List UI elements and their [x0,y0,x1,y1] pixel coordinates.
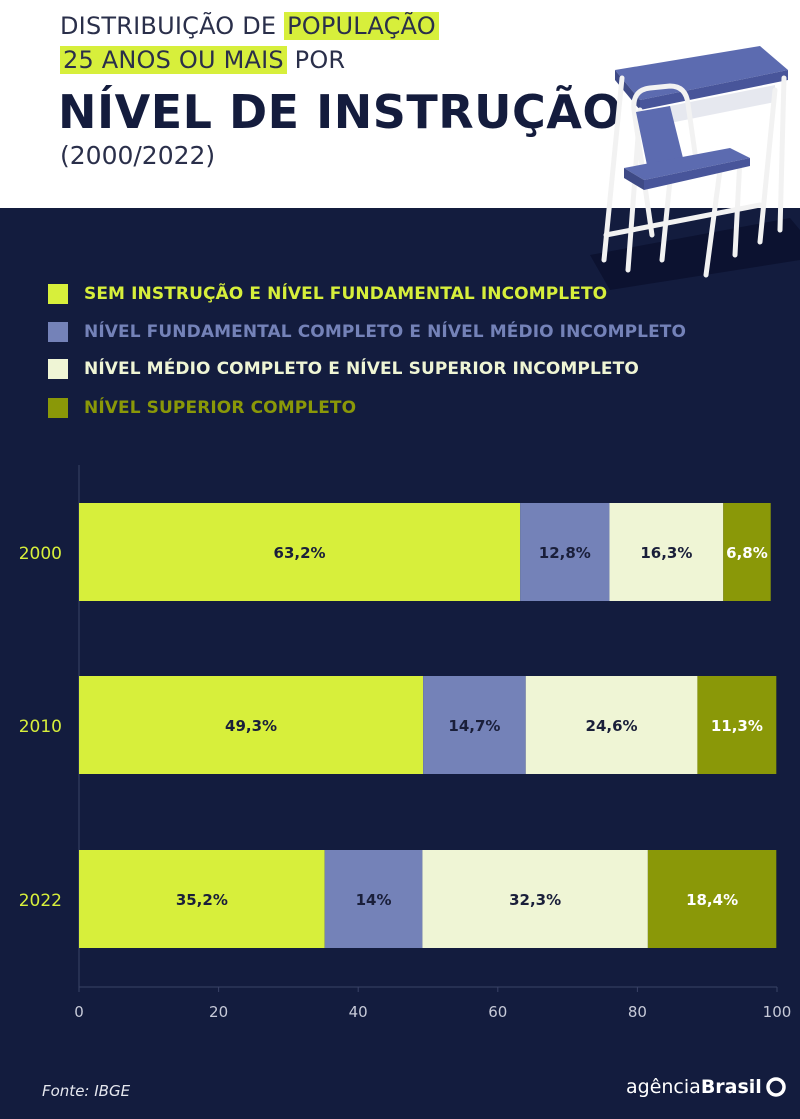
x-tick-label-20: 20 [209,1003,228,1021]
bar-2000-series-4 [723,503,771,601]
bar-2022-series-2 [324,850,423,948]
legend-label-4: NÍVEL SUPERIOR COMPLETO [84,398,357,418]
brand-circle-icon [766,1077,786,1097]
bar-2000-series-1 [79,503,521,601]
legend-item-1: SEM INSTRUÇÃO E NÍVEL FUNDAMENTAL INCOMP… [48,280,607,308]
legend-swatch-4 [48,398,68,418]
data-label-2022-series-3: 32,3% [509,891,561,909]
data-label-2022-series-4: 18,4% [686,891,738,909]
legend-swatch-1 [48,284,68,304]
bar-2010-series-2 [423,676,526,774]
x-tick-label-0: 0 [74,1003,84,1021]
agencia-brasil-logo: agência Brasil [626,1076,787,1098]
school-desk-illustration [590,46,800,290]
legend-item-2: NÍVEL FUNDAMENTAL COMPLETO E NÍVEL MÉDIO… [48,318,686,346]
title-line-2: 25 ANOS OU MAIS POR [60,44,345,76]
x-tick-label-40: 40 [349,1003,368,1021]
data-label-2000-series-3: 16,3% [640,544,692,562]
category-label-2000: 2000 [19,544,62,564]
title-highlight-age: 25 ANOS OU MAIS [60,46,287,74]
bar-2022-series-1 [79,850,325,948]
legend-item-4: NÍVEL SUPERIOR COMPLETO [48,394,356,422]
x-tick-label-60: 60 [488,1003,507,1021]
category-label-2022: 2022 [19,891,62,911]
x-tick-label-80: 80 [628,1003,647,1021]
title-highlight-population: POPULAÇÃO [284,12,439,40]
bar-2010-series-1 [79,676,424,774]
data-label-2000-series-2: 12,8% [539,544,591,562]
legend-label-2: NÍVEL FUNDAMENTAL COMPLETO E NÍVEL MÉDIO… [84,322,687,342]
brand-bold: Brasil [700,1076,762,1098]
bar-2010-series-4 [697,676,777,774]
title-line-1-text: DISTRIBUIÇÃO DE [60,12,285,40]
bar-2000-series-3 [609,503,724,601]
data-label-2010-series-2: 14,7% [448,717,500,735]
brand-light: agência [626,1076,701,1098]
bar-2022-series-4 [647,850,777,948]
stacked-bar-chart: 63,2% 12,8% 16,3% 6,8% 2000 49,3% 14,7% 24,6% 11… [19,465,792,1021]
bar-2010-series-3 [525,676,698,774]
bar-2000-series-2 [520,503,610,601]
title-years: (2000/2022) [60,141,216,170]
data-label-2022-series-1: 35,2% [176,891,228,909]
data-label-2010-series-4: 11,3% [711,717,763,735]
title-line-2-text: POR [286,46,346,74]
legend-item-3: NÍVEL MÉDIO COMPLETO E NÍVEL SUPERIOR IN… [48,355,639,383]
bar-2022-series-3 [422,850,648,948]
chart-panel [0,208,800,1119]
data-label-2000-series-4: 6,8% [726,544,768,562]
legend-swatch-2 [48,322,68,342]
legend-label-1: SEM INSTRUÇÃO E NÍVEL FUNDAMENTAL INCOMP… [84,284,608,304]
x-tick-label-100: 100 [763,1003,792,1021]
data-label-2022-series-2: 14% [356,891,392,909]
category-label-2010: 2010 [19,717,62,737]
source-note: Fonte: IBGE [42,1082,131,1100]
legend-swatch-3 [48,359,68,379]
legend-label-3: NÍVEL MÉDIO COMPLETO E NÍVEL SUPERIOR IN… [84,359,639,379]
data-label-2000-series-1: 63,2% [274,544,326,562]
title-line-1: DISTRIBUIÇÃO DE POPULAÇÃO [60,10,439,42]
data-label-2010-series-3: 24,6% [586,717,638,735]
data-label-2010-series-1: 49,3% [225,717,277,735]
page-title: NÍVEL DE INSTRUÇÃO [58,85,622,139]
